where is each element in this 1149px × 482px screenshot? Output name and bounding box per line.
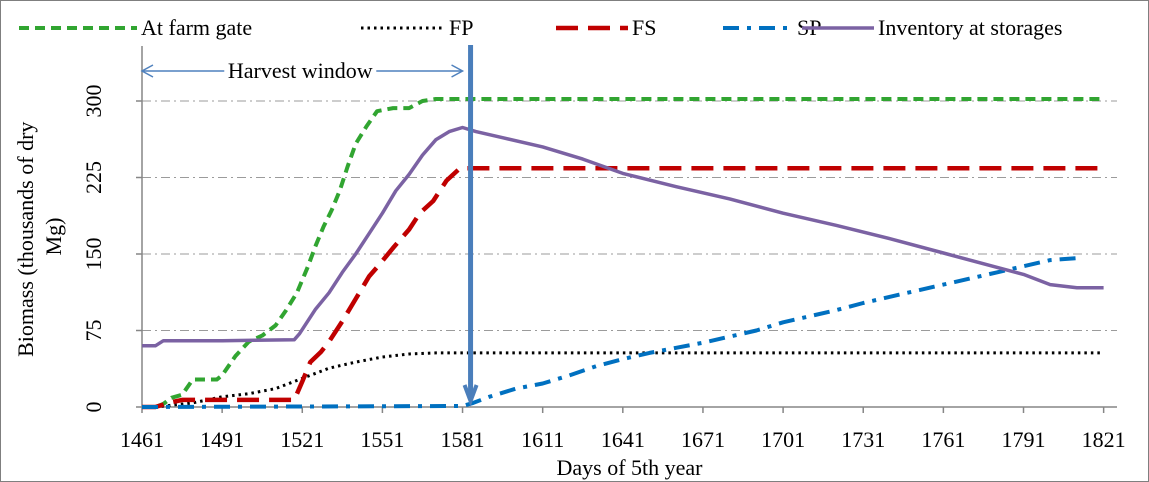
harvest-window-annotation: Harvest window (140, 45, 479, 407)
x-tick-label: 1581 (441, 427, 485, 452)
y-axis-title: Biomass (thousands of dry Mg) (13, 116, 66, 357)
x-tick-label: 1491 (200, 427, 244, 452)
y-tick-label: 225 (81, 161, 106, 194)
legend-label-fs: FS (632, 15, 656, 40)
y-axis-title-line-2: Mg) (41, 218, 66, 256)
series-line-inventory-at-storages (142, 125, 1104, 348)
legend-label-fp: FP (449, 15, 473, 40)
arrow-down-icon (462, 384, 479, 407)
series-line-at-farm-gate (142, 97, 1104, 409)
y-axis-title-line-1: Biomass (thousands of dry (13, 122, 38, 357)
series-line-fp (142, 351, 1104, 409)
arrow-head-right-icon (451, 64, 465, 78)
gridlines (142, 100, 1117, 331)
series-line-sp (141, 256, 1078, 409)
series-line-fs (142, 166, 1104, 410)
y-tick-label: 300 (81, 85, 106, 118)
x-tick-label: 1461 (120, 427, 164, 452)
harvest-window-label: Harvest window (228, 58, 373, 83)
series (141, 97, 1104, 410)
harvest-window-label-bg (224, 59, 377, 83)
x-axis-title: Days of 5th year (556, 455, 703, 480)
legend-label-inventory-at-storages: Inventory at storages (878, 15, 1063, 40)
arrow-head-left-icon (140, 64, 154, 78)
legend: At farm gate FP FS SP Inventory at storages (19, 15, 1063, 40)
x-tick-label: 1641 (601, 427, 645, 452)
x-tick-label: 1761 (921, 427, 965, 452)
x-tick-label: 1521 (280, 427, 324, 452)
x-tick-label: 1671 (681, 427, 725, 452)
legend-label-at-farm-gate: At farm gate (141, 15, 252, 40)
ticks: 1461 1491 1521 1551 1581 1611 1641 1671 1701 1731… (81, 85, 1126, 453)
x-tick-label: 1701 (761, 427, 805, 452)
x-tick-label: 1551 (360, 427, 404, 452)
x-tick-label: 1791 (1002, 427, 1046, 452)
x-tick-label: 1611 (521, 427, 564, 452)
x-tick-label: 1821 (1082, 427, 1126, 452)
y-tick-label: 150 (81, 238, 106, 271)
x-tick-label: 1731 (841, 427, 885, 452)
y-tick-label: 0 (81, 402, 106, 413)
y-tick-label: 75 (81, 320, 106, 342)
